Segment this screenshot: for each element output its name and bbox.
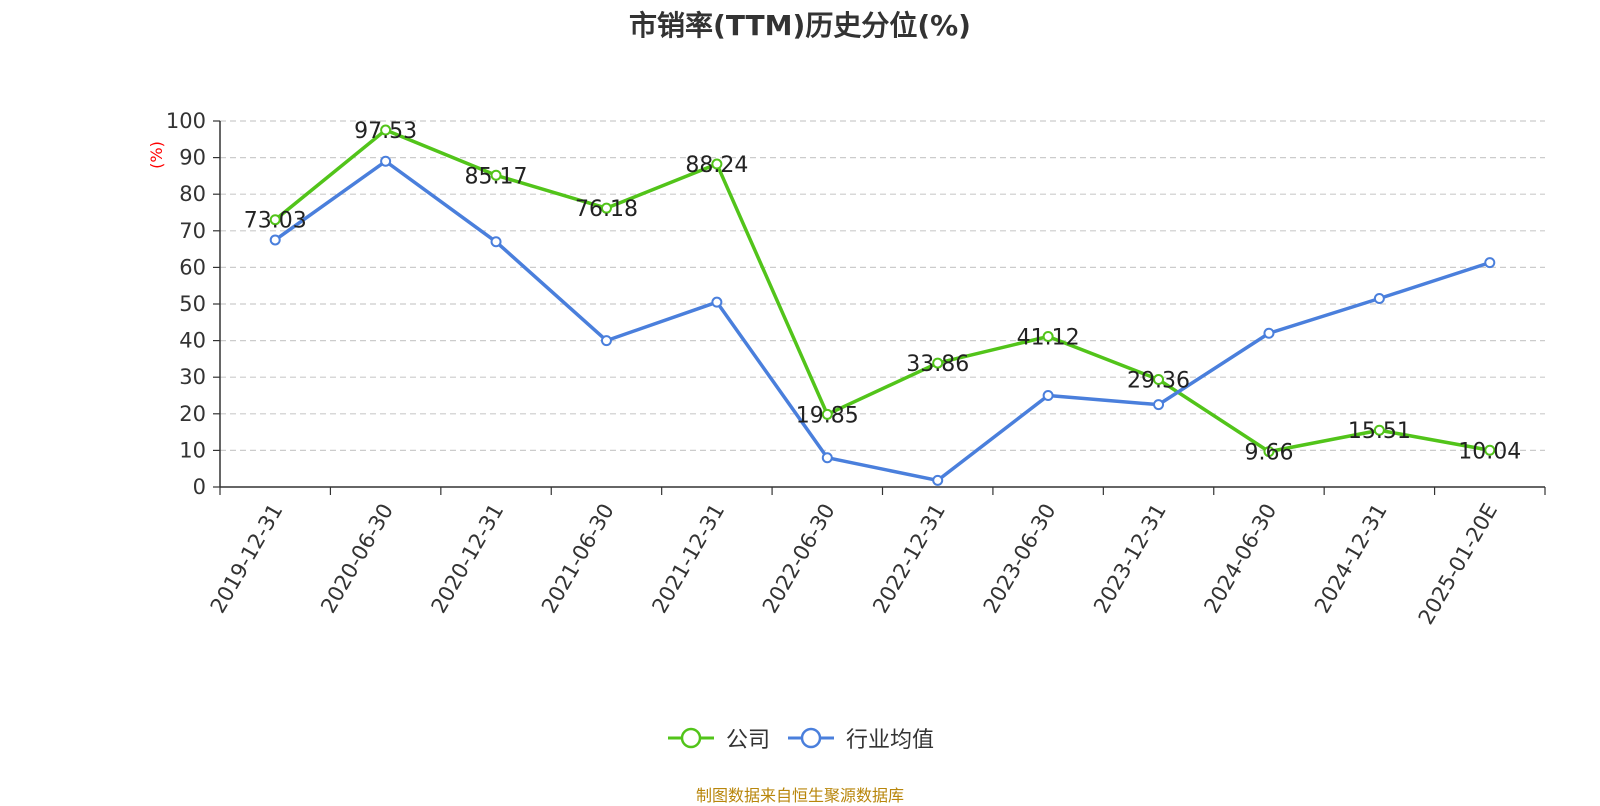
data-point — [932, 357, 944, 369]
legend-swatch — [788, 727, 834, 749]
x-tick-label: 2023-06-30 — [979, 500, 1061, 618]
data-point — [1042, 331, 1054, 343]
data-label: 33.86 — [906, 352, 969, 377]
grid-lines — [220, 120, 1545, 451]
x-tick-label: 2024-12-31 — [1310, 500, 1392, 618]
x-tick-label: 2024-06-30 — [1199, 500, 1281, 618]
data-point — [380, 155, 392, 167]
y-tick-label: 30 — [179, 365, 206, 389]
y-axis-label: (%) — [147, 141, 166, 169]
y-tick-label: 80 — [179, 182, 206, 206]
data-point — [1484, 257, 1496, 269]
axes: 0 10 20 30 40 50 60 70 80 90 100(%) 2019-12-31 2020-… — [147, 109, 1546, 629]
x-tick-label: 2020-12-31 — [427, 500, 509, 618]
x-tick-label: 2019-12-31 — [206, 500, 288, 618]
data-point — [600, 202, 612, 214]
data-point — [1373, 293, 1385, 305]
data-point — [1263, 327, 1275, 339]
legend-item-0[interactable]: 公司 — [666, 722, 770, 754]
data-point — [821, 408, 833, 420]
x-tick-label: 2021-12-31 — [647, 500, 729, 618]
data-label: 41.12 — [1017, 326, 1080, 351]
legend-item-1[interactable]: 行业均值 — [786, 722, 934, 754]
legend-swatch — [667, 727, 714, 749]
x-tick-label: 2022-06-30 — [758, 500, 840, 618]
series-line — [274, 128, 1491, 454]
legend: 公司 行业均值 — [0, 722, 1600, 754]
series-lines — [269, 124, 1496, 486]
x-tick-label: 2021-06-30 — [537, 500, 619, 618]
data-point — [1484, 444, 1496, 456]
data-label: 15.51 — [1348, 419, 1411, 444]
data-label: 19.85 — [796, 403, 859, 428]
y-tick-label: 40 — [179, 329, 206, 353]
data-point — [711, 296, 723, 308]
legend-label: 公司 — [725, 728, 770, 753]
x-tick-label: 2022-12-31 — [868, 500, 950, 618]
data-labels: 73.03 97.53 85.17 76.18 88.24 19.85 33.86 41.12… — [244, 119, 1522, 466]
data-label: 73.03 — [244, 209, 307, 234]
data-point — [821, 452, 833, 464]
series-0 — [269, 124, 1496, 458]
y-tick-label: 10 — [179, 438, 206, 462]
y-tick-label: 60 — [179, 255, 206, 279]
y-tick-label: 70 — [179, 219, 206, 243]
x-tick-label: 2020-06-30 — [316, 500, 398, 618]
data-point — [711, 158, 723, 170]
y-tick-label: 20 — [179, 402, 206, 426]
x-tick-label: 2025-01-20E — [1414, 500, 1502, 629]
source-note: 制图数据来自恒生聚源数据库 — [695, 786, 904, 805]
data-point — [269, 214, 281, 226]
legend-label: 行业均值 — [846, 728, 935, 753]
y-tick-label: 90 — [179, 146, 206, 170]
chart-title: 市销率(TTM)历史分位(%) — [629, 9, 971, 42]
data-label: 29.36 — [1127, 369, 1190, 394]
data-point — [600, 335, 612, 347]
x-tick-label: 2023-12-31 — [1089, 500, 1171, 618]
data-label: 10.04 — [1458, 439, 1521, 464]
y-tick-label: 0 — [193, 475, 206, 499]
data-label: 9.66 — [1244, 441, 1293, 466]
data-point — [1042, 390, 1054, 401]
data-point — [1153, 399, 1165, 411]
data-label: 85.17 — [465, 164, 528, 189]
series-1 — [269, 155, 1496, 486]
data-point — [490, 169, 502, 181]
data-point — [932, 474, 944, 486]
series-line — [274, 159, 1491, 483]
data-point — [1153, 374, 1165, 386]
data-label: 88.24 — [685, 153, 748, 178]
data-point — [1263, 446, 1275, 458]
y-tick-label: 50 — [179, 292, 206, 316]
data-point — [1373, 424, 1385, 436]
data-point — [490, 236, 502, 248]
data-point — [269, 234, 281, 246]
data-point — [380, 124, 392, 136]
data-label: 97.53 — [354, 119, 417, 144]
y-tick-label: 100 — [166, 109, 206, 133]
data-label: 76.18 — [575, 197, 638, 222]
